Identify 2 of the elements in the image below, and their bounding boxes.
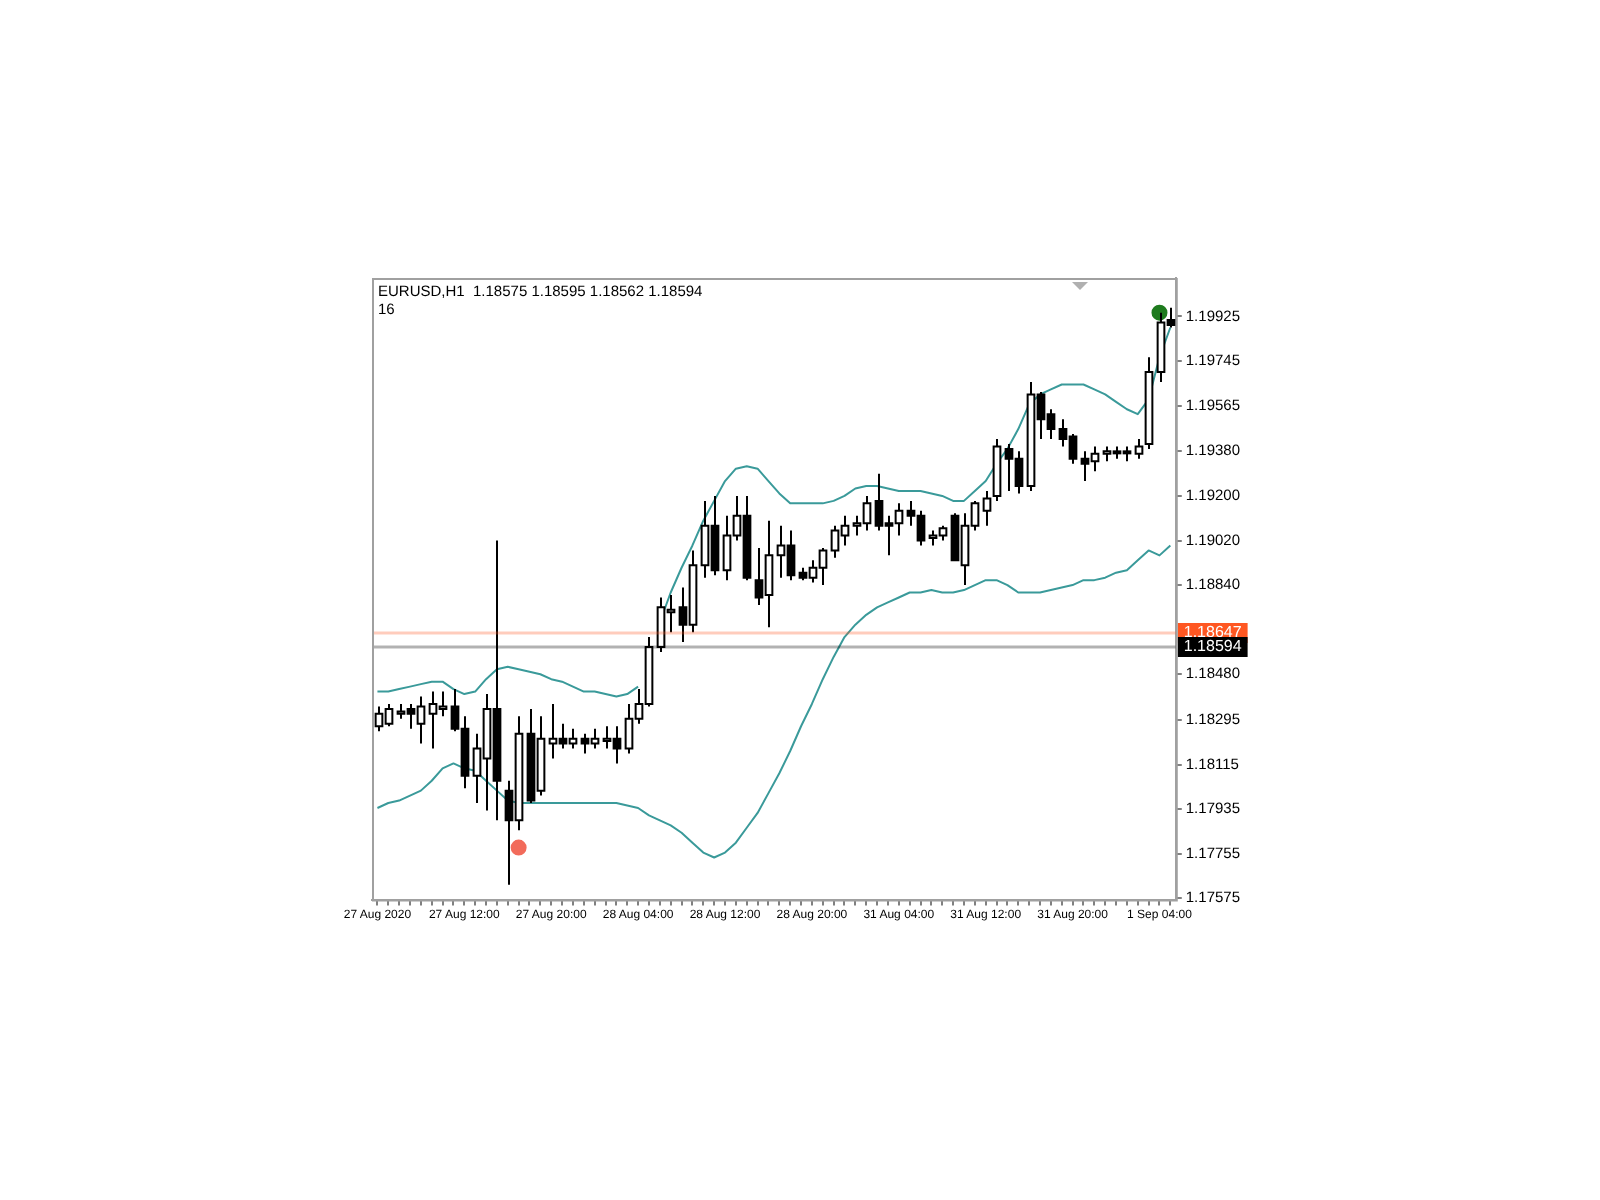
ref-line-label: 1.18594	[1183, 637, 1243, 656]
ref-line-label: 1.18647	[1183, 623, 1243, 642]
